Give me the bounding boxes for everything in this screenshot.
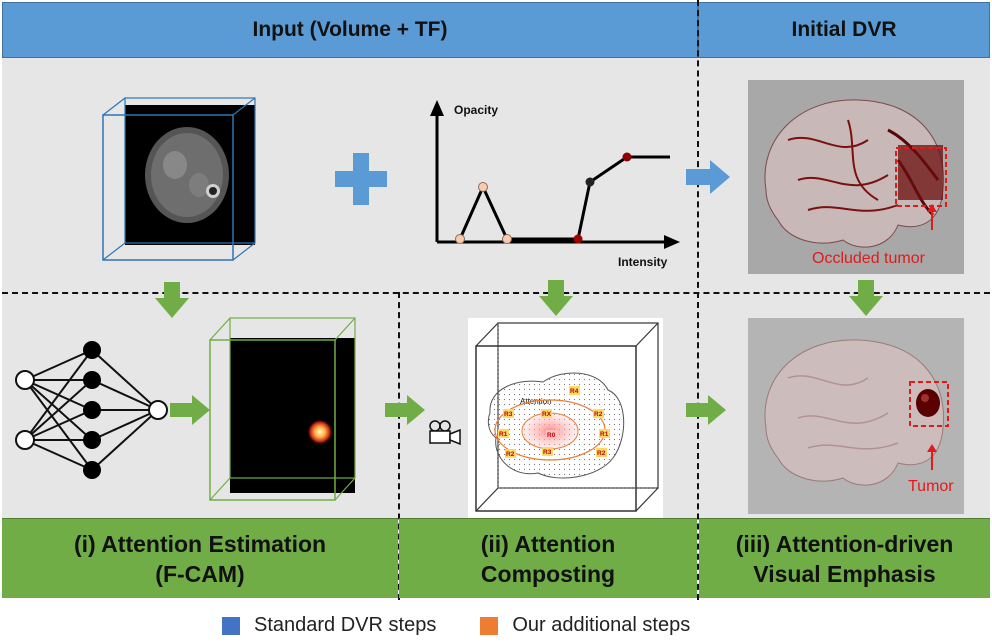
occluded-tumor-label: Occluded tumor — [812, 250, 925, 267]
header-input: Input (Volume + TF) — [2, 2, 698, 58]
region-label: R1 — [499, 431, 508, 438]
legend-swatch-additional — [480, 616, 499, 635]
region-label: RX — [542, 411, 552, 418]
arrow-right-green — [385, 395, 425, 425]
tf-point — [622, 152, 632, 162]
header-input-text: Input (Volume + TF) — [252, 18, 448, 41]
region-label: R2 — [594, 411, 603, 418]
footer-visual-emphasis: (iii) Attention-driven Visual Emphasis — [699, 518, 990, 598]
attention-volume-cube — [209, 317, 356, 501]
vertical-divider-middle — [398, 292, 400, 600]
attention-compositing-cube: Attention R4 R3 RX R2 R1 R0 R1 R2 R3 R2 — [468, 318, 663, 518]
header-initial-dvr: Initial DVR — [698, 2, 990, 58]
region-label: R2 — [597, 450, 606, 457]
arrow-down-green — [849, 280, 883, 316]
tumor-highlight — [916, 389, 940, 417]
tf-point — [455, 234, 465, 244]
tf-point — [478, 182, 488, 192]
legend: Standard DVR steps Our additional steps — [222, 614, 690, 637]
horizontal-divider — [2, 292, 990, 294]
footer-attention-composting: (ii) Attention Composting — [399, 518, 697, 598]
tf-point — [585, 177, 595, 187]
footer-step3-line1: (iii) Attention-driven — [735, 530, 954, 557]
volume-cube — [102, 97, 256, 261]
attention-hotspot — [307, 419, 333, 445]
initial-dvr-image — [748, 80, 964, 274]
tf-point — [573, 234, 583, 244]
emphasized-dvr-image — [748, 318, 964, 514]
footer-step2-line1: (ii) Attention — [480, 530, 616, 557]
tf-xlabel: Intensity — [618, 255, 668, 269]
tf-ylabel: Opacity — [454, 103, 498, 117]
tf-point — [502, 234, 512, 244]
region-label: R0 — [547, 432, 556, 439]
legend-standard-label: Standard DVR steps — [254, 614, 437, 636]
arrow-down-green — [155, 282, 189, 318]
region-label: R4 — [570, 388, 579, 395]
region-label: R1 — [600, 431, 609, 438]
vertical-divider-right — [697, 0, 699, 600]
header-initial-dvr-text: Initial DVR — [791, 18, 897, 41]
footer-step3-line2: Visual Emphasis — [753, 560, 936, 587]
footer-step2-line2: Composting — [480, 560, 616, 587]
footer-attention-estimation: (i) Attention Estimation (F-CAM) — [2, 518, 398, 598]
region-label: R3 — [504, 411, 513, 418]
arrow-right-green — [170, 395, 210, 425]
transfer-function-plot: Opacity Intensity — [430, 100, 680, 269]
arrow-down-green — [539, 280, 573, 316]
neural-network — [15, 341, 168, 479]
occluded-tumor-box — [895, 147, 947, 207]
camera-icon — [429, 420, 461, 446]
tumor-box — [909, 381, 949, 427]
legend-swatch-standard — [222, 616, 240, 635]
region-label: R2 — [506, 451, 515, 458]
arrow-right-green — [686, 395, 726, 425]
arrow-right-blue — [686, 160, 730, 194]
footer-step1-line1: (i) Attention Estimation — [73, 530, 327, 557]
legend-additional-label: Our additional steps — [512, 614, 691, 636]
tumor-label: Tumor — [908, 478, 954, 495]
region-label: R3 — [543, 449, 552, 456]
footer-step1-line2: (F-CAM) — [155, 560, 245, 587]
plus-icon — [335, 153, 387, 205]
